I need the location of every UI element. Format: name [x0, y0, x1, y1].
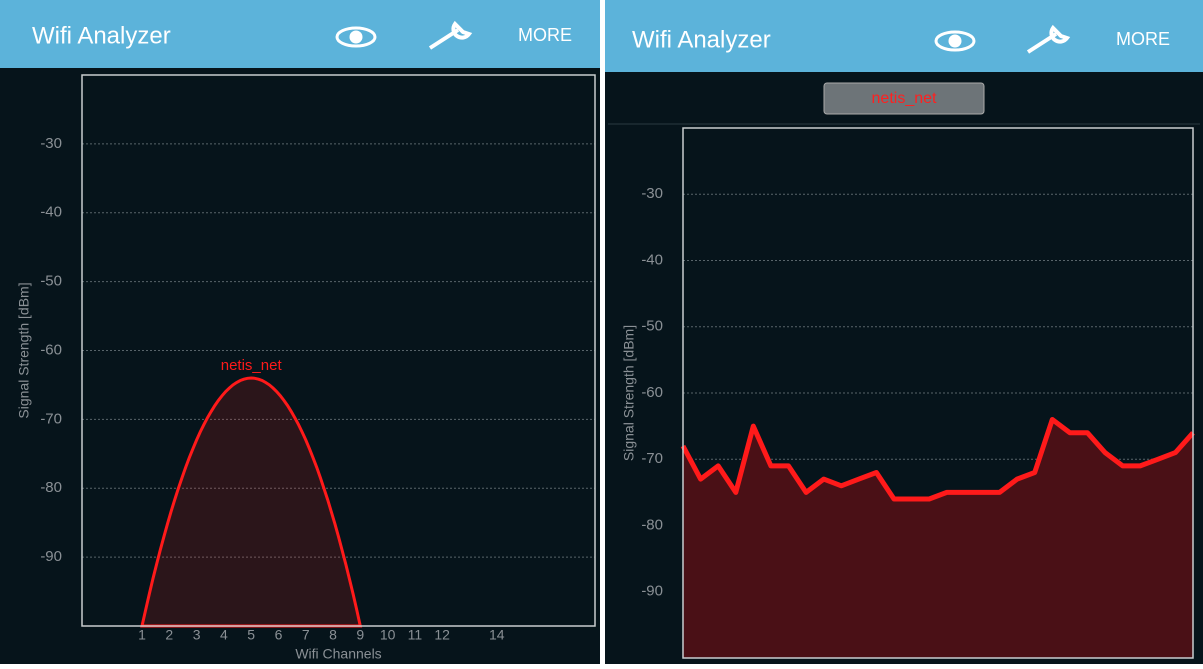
x-tick-label: 5: [247, 627, 255, 643]
y-tick-label: -30: [40, 135, 62, 152]
y-tick-label: -50: [40, 273, 62, 290]
x-tick-label: 1: [138, 627, 146, 643]
x-tick-label: 12: [434, 627, 450, 643]
x-tick-label: 8: [329, 627, 337, 643]
x-tick-label: 7: [302, 627, 310, 643]
screen-left: [0, 0, 600, 664]
eye-icon[interactable]: [335, 26, 377, 48]
wrench-icon[interactable]: [1026, 24, 1071, 54]
y-tick-label: -70: [40, 410, 62, 427]
y-tick-label: -70: [641, 450, 663, 467]
signal-line: [680, 417, 1195, 502]
plot-frame: [81, 74, 596, 627]
x-axis-label: Wifi Channels: [295, 646, 381, 662]
y-tick-label: -80: [40, 479, 62, 496]
network-curve: [140, 376, 363, 628]
menu-more[interactable]: MORE: [518, 25, 572, 45]
y-axis-label: Signal Strength [dBm]: [16, 282, 32, 418]
y-tick-label: -40: [40, 204, 62, 221]
y-tick-label: -60: [641, 384, 663, 401]
x-tick-label: 3: [193, 627, 201, 643]
network-label: netis_net: [221, 357, 283, 374]
network-selector[interactable]: [823, 82, 985, 115]
eye-icon[interactable]: [934, 30, 976, 52]
menu-more[interactable]: MORE: [1116, 29, 1170, 49]
y-tick-label: -30: [641, 185, 663, 202]
y-tick-label: -60: [40, 341, 62, 358]
app-bar: [0, 0, 600, 68]
x-tick-label: 6: [275, 627, 283, 643]
y-tick-label: -90: [641, 583, 663, 600]
y-tick-label: -50: [641, 318, 663, 335]
x-tick-label: 10: [380, 627, 396, 643]
plot-frame: [682, 127, 1194, 659]
y-tick-label: -90: [40, 548, 62, 565]
app-title: Wifi Analyzer: [632, 26, 771, 53]
x-tick-label: 11: [408, 627, 423, 643]
x-tick-label: 9: [356, 627, 364, 643]
x-tick-label: 14: [489, 627, 505, 643]
app-title: Wifi Analyzer: [32, 22, 171, 49]
app-bar: [605, 0, 1203, 72]
signal-area: [683, 419, 1193, 658]
y-tick-label: -40: [641, 251, 663, 268]
y-tick-label: -80: [641, 516, 663, 533]
network-selector-label[interactable]: netis_net: [872, 90, 937, 107]
x-tick-label: 2: [165, 627, 173, 643]
wrench-icon[interactable]: [428, 20, 473, 50]
y-axis-label: Signal Strength [dBm]: [621, 325, 637, 461]
x-tick-label: 4: [220, 627, 228, 643]
